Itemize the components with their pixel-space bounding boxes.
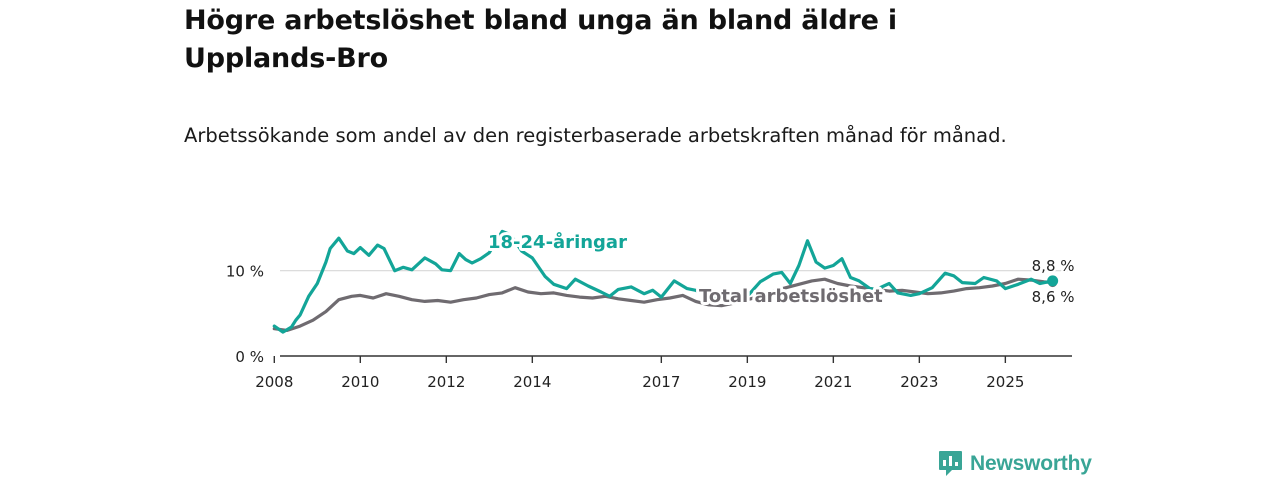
brand-name: Newsworthy — [970, 451, 1092, 475]
x-tick-label: 2021 — [814, 373, 852, 391]
series-line-youth — [272, 229, 1055, 334]
newsworthy-logo-icon — [939, 451, 962, 476]
x-tick-label: 2010 — [341, 373, 379, 391]
end-value-label-total: 8,6 % — [1032, 288, 1075, 306]
series-label-total-halo: Total arbetslöshet — [699, 286, 883, 307]
x-tick-label: 2017 — [642, 373, 680, 391]
x-tick-label: 2019 — [728, 373, 766, 391]
chart-subtitle: Arbetssökande som andel av den registerb… — [184, 124, 1007, 147]
series-label-youth-halo: 18-24-åringar — [488, 231, 627, 253]
x-tick-label: 2025 — [986, 373, 1024, 391]
x-tick-label: 2012 — [427, 373, 465, 391]
series-label-youth: 18-24-åringar — [488, 231, 627, 253]
x-tick-label: 2023 — [900, 373, 938, 391]
series-label-total: Total arbetslöshet — [699, 286, 883, 307]
y-tick-label: 0 % — [235, 348, 264, 366]
newsworthy-brand[interactable]: Newsworthy — [938, 450, 1092, 477]
chart-title: Högre arbetslöshet bland unga än bland ä… — [184, 5, 897, 74]
series-line-total — [272, 277, 1055, 332]
end-value-label-youth: 8,8 % — [1032, 257, 1075, 275]
y-tick-label: 10 % — [226, 263, 264, 281]
axis-layer: 0 % 10 % 2008 2010 2012 2014 2017 2019 2021 2023 2… — [226, 263, 1072, 391]
x-tick-label: 2014 — [513, 373, 551, 391]
x-tick-label: 2008 — [255, 373, 293, 391]
series-layer — [272, 229, 1059, 334]
series-end-marker-youth — [1047, 275, 1059, 287]
